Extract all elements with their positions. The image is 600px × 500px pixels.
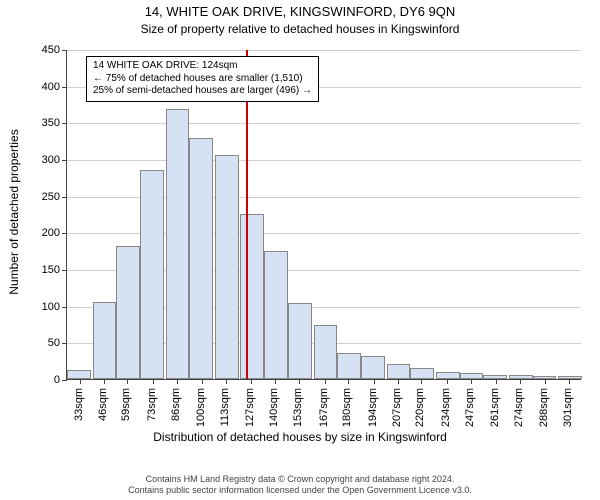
xtick-mark: [177, 379, 178, 384]
ytick-label: 50: [30, 337, 60, 349]
xtick-mark: [251, 379, 252, 384]
xtick-mark: [398, 379, 399, 384]
histogram-bar: [67, 370, 91, 379]
ytick-mark: [62, 307, 67, 308]
histogram-bar: [116, 246, 140, 379]
histogram-bar: [387, 364, 411, 379]
histogram-bar: [314, 325, 338, 379]
grid-line: [67, 50, 581, 51]
legend-line: ← 75% of detached houses are smaller (1,…: [93, 73, 312, 86]
ytick-mark: [62, 160, 67, 161]
histogram-bar: [361, 356, 385, 379]
xtick-label: 167sqm: [318, 388, 330, 427]
legend-line: 25% of semi-detached houses are larger (…: [93, 85, 312, 98]
xtick-mark: [496, 379, 497, 384]
histogram-bar: [215, 155, 239, 379]
ytick-label: 400: [30, 81, 60, 93]
xtick-mark: [348, 379, 349, 384]
xtick-label: 180sqm: [341, 388, 353, 427]
footer-line2: Contains public sector information licen…: [0, 485, 600, 496]
xtick-label: 301sqm: [562, 388, 574, 427]
xtick-label: 46sqm: [97, 388, 109, 421]
histogram-bar: [436, 372, 460, 379]
ytick-mark: [62, 270, 67, 271]
xtick-mark: [325, 379, 326, 384]
histogram-bar: [140, 170, 164, 379]
xtick-mark: [127, 379, 128, 384]
xtick-mark: [520, 379, 521, 384]
ytick-label: 250: [30, 191, 60, 203]
histogram-bar: [240, 214, 264, 379]
ytick-mark: [62, 233, 67, 234]
chart-title-line2: Size of property relative to detached ho…: [0, 22, 600, 36]
footer-attribution: Contains HM Land Registry data © Crown c…: [0, 474, 600, 496]
xtick-mark: [471, 379, 472, 384]
chart-title-line1: 14, WHITE OAK DRIVE, KINGSWINFORD, DY6 9…: [0, 4, 600, 19]
ytick-label: 0: [30, 374, 60, 386]
histogram-bar: [288, 303, 312, 379]
grid-line: [67, 123, 581, 124]
xtick-label: 261sqm: [489, 388, 501, 427]
xtick-label: 207sqm: [391, 388, 403, 427]
xtick-mark: [421, 379, 422, 384]
footer-line1: Contains HM Land Registry data © Crown c…: [0, 474, 600, 485]
xtick-label: 153sqm: [292, 388, 304, 427]
histogram-bar: [410, 368, 434, 379]
xtick-label: 288sqm: [538, 388, 550, 427]
xtick-label: 73sqm: [146, 388, 158, 421]
xtick-label: 194sqm: [367, 388, 379, 427]
ytick-mark: [62, 197, 67, 198]
y-axis-title: Number of detached properties: [7, 47, 21, 377]
xtick-mark: [275, 379, 276, 384]
ytick-mark: [62, 343, 67, 344]
xtick-label: 100sqm: [195, 388, 207, 427]
ytick-label: 150: [30, 264, 60, 276]
xtick-mark: [226, 379, 227, 384]
xtick-label: 247sqm: [464, 388, 476, 427]
xtick-label: 220sqm: [414, 388, 426, 427]
xtick-mark: [153, 379, 154, 384]
x-axis-title: Distribution of detached houses by size …: [0, 430, 600, 444]
legend-line: 14 WHITE OAK DRIVE: 124sqm: [93, 60, 312, 73]
xtick-mark: [202, 379, 203, 384]
ytick-mark: [62, 380, 67, 381]
histogram-bar: [264, 251, 288, 379]
xtick-mark: [80, 379, 81, 384]
ytick-label: 450: [30, 44, 60, 56]
xtick-label: 140sqm: [268, 388, 280, 427]
histogram-bar: [337, 353, 361, 379]
grid-line: [67, 160, 581, 161]
xtick-mark: [374, 379, 375, 384]
xtick-mark: [447, 379, 448, 384]
xtick-label: 59sqm: [120, 388, 132, 421]
xtick-mark: [569, 379, 570, 384]
histogram-bar: [189, 138, 213, 379]
chart-container: 14, WHITE OAK DRIVE, KINGSWINFORD, DY6 9…: [0, 0, 600, 500]
ytick-mark: [62, 123, 67, 124]
xtick-label: 274sqm: [513, 388, 525, 427]
legend-box: 14 WHITE OAK DRIVE: 124sqm← 75% of detac…: [86, 56, 319, 102]
xtick-mark: [545, 379, 546, 384]
ytick-label: 200: [30, 227, 60, 239]
histogram-bar: [166, 109, 190, 379]
ytick-label: 300: [30, 154, 60, 166]
ytick-mark: [62, 87, 67, 88]
xtick-label: 86sqm: [170, 388, 182, 421]
ytick-mark: [62, 50, 67, 51]
ytick-label: 100: [30, 301, 60, 313]
xtick-label: 234sqm: [440, 388, 452, 427]
histogram-bar: [93, 302, 117, 379]
xtick-label: 113sqm: [219, 388, 231, 426]
xtick-label: 127sqm: [244, 388, 256, 427]
xtick-label: 33sqm: [73, 388, 85, 421]
xtick-mark: [299, 379, 300, 384]
ytick-label: 350: [30, 117, 60, 129]
xtick-mark: [104, 379, 105, 384]
